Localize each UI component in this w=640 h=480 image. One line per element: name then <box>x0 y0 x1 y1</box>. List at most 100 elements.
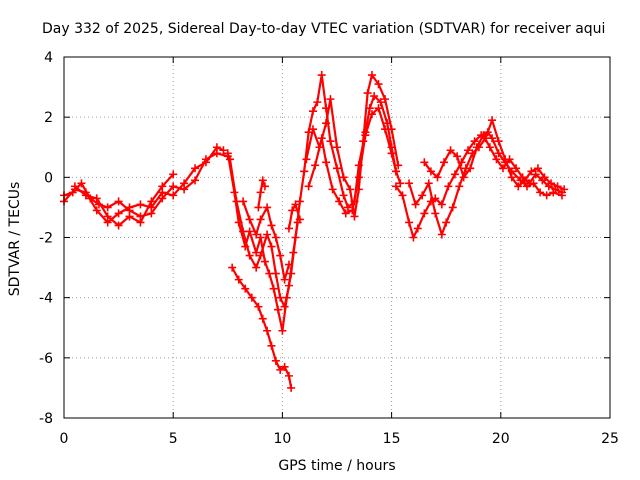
y-axis-label: SDTVAR / TECUs <box>7 182 23 297</box>
data-point <box>343 203 352 212</box>
data-point <box>267 221 276 230</box>
data-point <box>488 116 497 125</box>
data-point <box>512 164 521 173</box>
data-point <box>180 179 189 188</box>
data-point <box>317 134 326 143</box>
data-point <box>494 149 503 158</box>
data-point <box>413 224 422 233</box>
data-point <box>459 173 468 182</box>
data-point <box>446 146 455 155</box>
data-point <box>147 197 156 206</box>
data-point <box>276 251 285 260</box>
data-point <box>322 119 331 128</box>
data-point <box>295 215 304 224</box>
data-point <box>191 164 200 173</box>
x-tick-label: 25 <box>601 431 619 447</box>
data-point <box>169 170 178 179</box>
data-point <box>341 209 350 218</box>
trace-8 <box>287 203 301 230</box>
data-point <box>313 98 322 107</box>
data-point <box>361 131 370 140</box>
data-point <box>269 284 278 293</box>
data-point <box>276 365 285 374</box>
data-point <box>326 137 335 146</box>
data-point <box>374 104 383 113</box>
data-point <box>367 110 376 119</box>
data-point <box>289 248 298 257</box>
data-point <box>258 176 267 185</box>
data-point <box>551 185 560 194</box>
data-point <box>263 203 272 212</box>
data-point <box>92 194 101 203</box>
data-point <box>191 176 200 185</box>
data-point <box>333 164 341 173</box>
data-point <box>256 188 265 197</box>
x-tick-label: 15 <box>383 431 401 447</box>
data-point <box>525 179 534 188</box>
data-point <box>114 209 123 218</box>
data-point <box>271 356 280 365</box>
data-point <box>252 248 261 257</box>
data-point <box>470 137 479 146</box>
data-point <box>291 200 300 209</box>
data-point <box>348 206 357 215</box>
x-tick-label: 10 <box>273 431 291 447</box>
data-point <box>136 218 145 227</box>
data-point <box>328 185 337 194</box>
data-point <box>103 212 112 221</box>
data-point <box>398 191 407 200</box>
data-point <box>271 269 280 278</box>
data-point <box>278 326 287 335</box>
data-point <box>223 149 232 158</box>
data-point <box>252 230 261 239</box>
data-point <box>418 191 427 200</box>
data-point <box>125 203 134 212</box>
y-tick-label: -2 <box>39 231 53 247</box>
data-point <box>455 182 464 191</box>
data-point <box>466 164 475 173</box>
data-point <box>284 371 293 380</box>
data-point <box>354 173 363 182</box>
data-point <box>437 200 446 209</box>
y-tick-label: 2 <box>44 110 53 126</box>
data-point <box>350 212 359 221</box>
data-point <box>437 230 446 239</box>
data-point <box>267 341 276 350</box>
data-point <box>507 173 516 182</box>
data-point <box>274 305 283 314</box>
data-point <box>81 191 90 200</box>
data-point <box>77 179 86 188</box>
data-point <box>363 89 372 98</box>
data-point <box>271 233 280 242</box>
data-point <box>70 182 79 191</box>
data-point <box>387 149 396 158</box>
x-tick-label: 5 <box>169 431 178 447</box>
data-point <box>219 146 228 155</box>
data-point <box>276 293 285 302</box>
data-point <box>260 182 269 191</box>
data-point <box>472 143 481 152</box>
data-point <box>256 233 265 242</box>
data-point <box>125 212 134 221</box>
data-point <box>453 152 462 161</box>
plot-frame <box>63 56 611 419</box>
data-point <box>295 197 304 206</box>
data-point <box>114 221 123 230</box>
data-point <box>284 224 293 233</box>
data-point <box>542 191 551 200</box>
data-point <box>304 182 313 191</box>
data-point <box>258 314 267 323</box>
data-point <box>527 167 536 176</box>
data-point <box>263 326 272 335</box>
data-point <box>280 362 289 371</box>
data-point <box>169 191 178 200</box>
data-point <box>326 95 335 104</box>
data-point <box>333 143 341 152</box>
data-point <box>409 233 418 242</box>
data-point <box>444 182 453 191</box>
data-point <box>396 179 405 188</box>
data-point <box>405 179 414 188</box>
data-point <box>158 182 167 191</box>
data-point <box>339 191 348 200</box>
data-point <box>280 302 289 311</box>
